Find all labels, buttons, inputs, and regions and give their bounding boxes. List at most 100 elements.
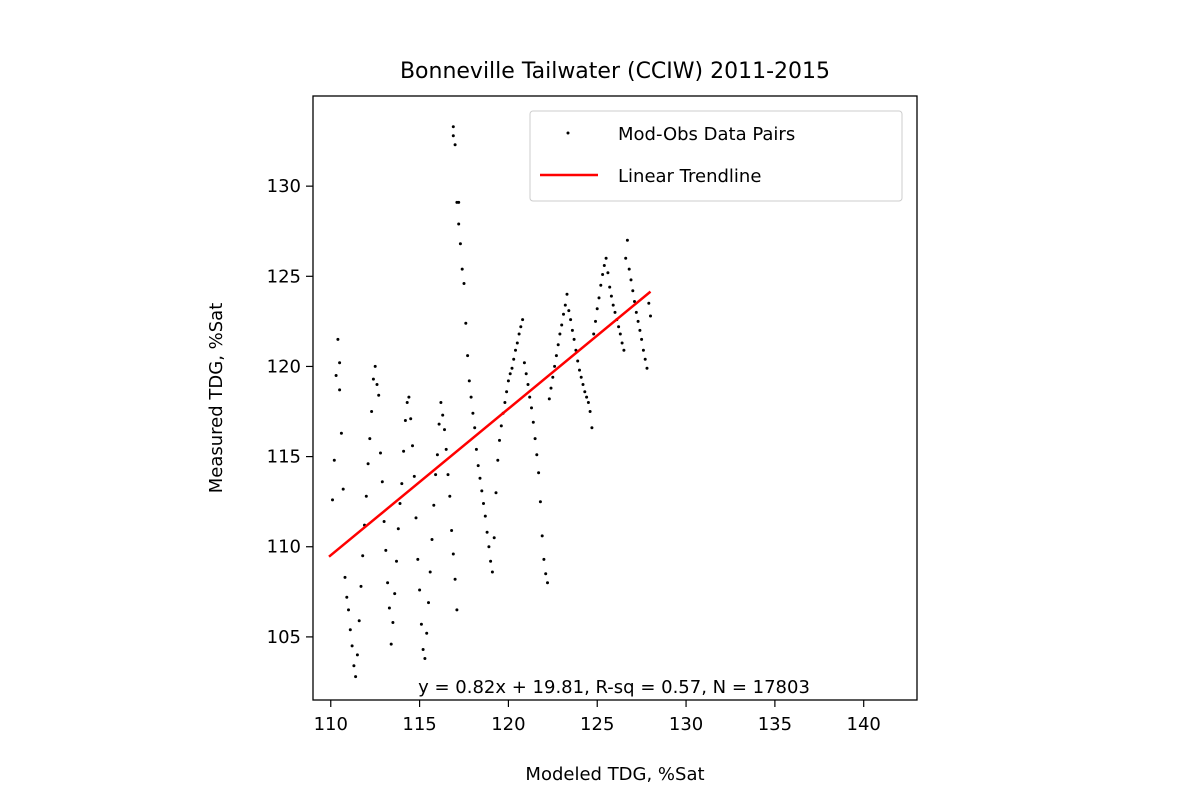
data-point bbox=[560, 323, 564, 327]
data-point bbox=[620, 341, 624, 345]
data-point bbox=[471, 411, 475, 415]
data-point bbox=[542, 557, 546, 561]
data-point bbox=[416, 557, 420, 561]
data-point bbox=[643, 357, 647, 361]
plot-frame bbox=[312, 95, 918, 701]
data-point bbox=[611, 303, 615, 307]
data-point bbox=[400, 482, 404, 486]
trendline-layer bbox=[328, 290, 652, 558]
data-point bbox=[345, 595, 349, 599]
x-axis-ticks: 110 115 120 125 130 135 140 bbox=[314, 700, 881, 735]
data-point bbox=[464, 321, 468, 325]
data-point bbox=[549, 386, 553, 390]
data-point bbox=[427, 601, 430, 605]
y-tick-label: 130 bbox=[267, 176, 301, 197]
data-point bbox=[435, 453, 439, 457]
data-point bbox=[343, 575, 347, 579]
trendline bbox=[328, 290, 652, 558]
data-point bbox=[551, 375, 555, 379]
legend: Mod-Obs Data Pairs Linear Trendline bbox=[529, 110, 903, 202]
data-point bbox=[622, 348, 626, 352]
data-point bbox=[448, 494, 452, 498]
data-point bbox=[494, 491, 498, 495]
data-point bbox=[565, 292, 569, 296]
data-point bbox=[627, 267, 631, 271]
data-point bbox=[478, 476, 482, 480]
data-point bbox=[537, 471, 541, 475]
data-point bbox=[498, 438, 501, 442]
data-point bbox=[451, 125, 455, 129]
data-point bbox=[437, 422, 441, 426]
data-point bbox=[617, 325, 621, 329]
data-point bbox=[572, 337, 576, 341]
data-point bbox=[407, 395, 411, 399]
data-point bbox=[451, 552, 455, 556]
data-point bbox=[455, 608, 459, 612]
data-point bbox=[522, 361, 526, 365]
data-point bbox=[496, 458, 500, 462]
data-point bbox=[412, 474, 416, 478]
legend-marker-scatter bbox=[566, 131, 570, 135]
data-point bbox=[423, 657, 427, 660]
data-point bbox=[581, 383, 585, 386]
data-point bbox=[421, 648, 425, 651]
data-point bbox=[544, 572, 548, 576]
data-point bbox=[487, 545, 491, 549]
data-point bbox=[608, 285, 612, 289]
data-point bbox=[526, 383, 530, 386]
data-point bbox=[434, 473, 438, 477]
data-point bbox=[629, 278, 633, 282]
data-point bbox=[474, 447, 478, 451]
data-point bbox=[586, 401, 590, 404]
data-point bbox=[425, 631, 429, 635]
data-point bbox=[350, 644, 354, 648]
x-tick-label: 110 bbox=[314, 714, 348, 735]
data-point bbox=[594, 319, 597, 323]
data-point bbox=[624, 256, 628, 260]
data-point bbox=[576, 359, 580, 363]
data-point bbox=[592, 332, 596, 336]
data-point bbox=[613, 310, 617, 314]
data-point bbox=[331, 498, 334, 502]
data-point bbox=[460, 267, 464, 271]
data-point bbox=[519, 325, 523, 329]
data-point bbox=[414, 516, 418, 520]
data-point bbox=[508, 372, 512, 376]
data-point bbox=[515, 341, 519, 345]
y-tick-label: 120 bbox=[267, 356, 301, 377]
data-point bbox=[409, 417, 413, 421]
data-point bbox=[483, 514, 487, 518]
data-point bbox=[359, 584, 363, 588]
data-point bbox=[517, 332, 521, 336]
x-tick-label: 120 bbox=[491, 714, 525, 735]
data-point bbox=[585, 395, 589, 399]
x-tick-label: 115 bbox=[402, 714, 436, 735]
data-point bbox=[379, 451, 382, 455]
y-tick-label: 115 bbox=[267, 447, 301, 468]
data-point bbox=[505, 390, 509, 394]
data-point bbox=[567, 309, 571, 313]
legend-label-data-pairs: Mod-Obs Data Pairs bbox=[618, 124, 795, 145]
data-point bbox=[458, 242, 462, 246]
data-point bbox=[395, 559, 398, 563]
data-point bbox=[405, 401, 409, 404]
data-point bbox=[645, 366, 649, 370]
data-point bbox=[348, 628, 352, 632]
data-point bbox=[366, 462, 370, 466]
y-axis-label: Measured TDG, %Sat bbox=[206, 303, 227, 494]
data-point bbox=[569, 318, 573, 322]
data-point bbox=[601, 273, 605, 276]
data-point bbox=[352, 664, 356, 668]
data-point bbox=[354, 675, 358, 679]
data-point bbox=[530, 406, 533, 410]
data-point bbox=[380, 480, 384, 484]
data-point bbox=[338, 361, 342, 365]
data-point bbox=[377, 393, 381, 397]
data-point bbox=[338, 388, 342, 392]
data-point bbox=[606, 271, 610, 275]
data-point bbox=[490, 570, 494, 574]
data-point bbox=[597, 296, 601, 300]
data-point bbox=[457, 200, 461, 204]
